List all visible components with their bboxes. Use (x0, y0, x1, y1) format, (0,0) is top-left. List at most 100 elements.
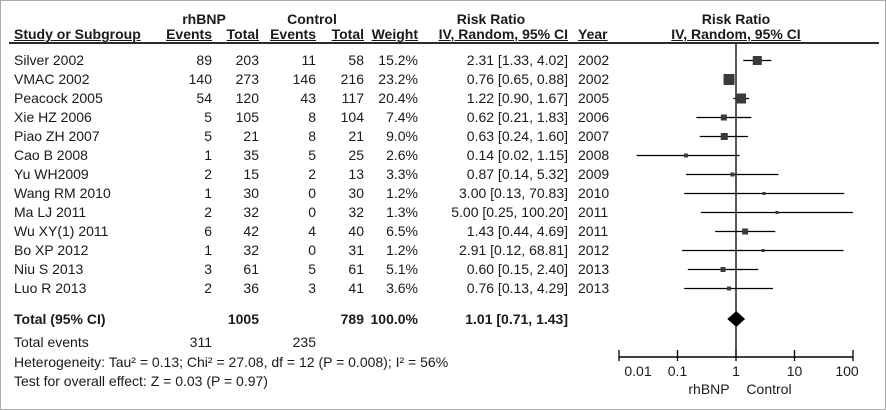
study-name: Bo XP 2012 (14, 242, 89, 258)
events-control: 8 (308, 128, 316, 144)
ci-text: 3.00 [0.13, 70.83] (459, 185, 568, 201)
year-value: 2013 (578, 280, 610, 296)
study-name: Piao ZH 2007 (14, 128, 100, 144)
year-column-header: Year (578, 26, 608, 42)
total-control: 32 (348, 204, 364, 220)
total-rhbnp: 32 (243, 242, 259, 258)
events-rhbnp-column-header: Events (166, 26, 212, 42)
study-row: Silver 2002 89 203 11 58 15.2% 2.31 [1.33, 4.0… (1, 51, 885, 70)
events-rhbnp: 5 (204, 109, 212, 125)
total-effect-diamond (727, 311, 746, 327)
axis-tick-label: 1 (732, 363, 740, 379)
year-value: 2005 (578, 90, 610, 106)
events-control: 11 (301, 52, 316, 68)
study-name: Ma LJ 2011 (14, 204, 87, 220)
events-rhbnp: 5 (204, 128, 212, 144)
weight-value: 6.5% (386, 223, 418, 239)
total-control-value: 789 (340, 311, 364, 327)
total-rhbnp-value: 1005 (227, 311, 259, 327)
total-control: 58 (348, 52, 364, 68)
events-rhbnp: 2 (204, 204, 212, 220)
study-row: Niu S 2013 3 61 5 61 5.1% 0.60 [0.15, 2.40] 201… (1, 260, 885, 279)
risk-ratio-plot-header: Risk Ratio (701, 11, 771, 27)
events-rhbnp: 1 (204, 242, 212, 258)
events-control: 5 (308, 147, 316, 163)
year-value: 2010 (578, 185, 610, 201)
year-value: 2002 (578, 71, 610, 87)
total-rhbnp-column-header: Total (226, 26, 259, 42)
weight-value: 3.3% (386, 166, 418, 182)
total-rhbnp: 30 (243, 185, 259, 201)
weight-value: 9.0% (386, 128, 418, 144)
events-control-column-header: Events (270, 26, 316, 42)
events-control: 2 (308, 166, 316, 182)
study-row: VMAC 2002 140 273 146 216 23.2% 0.76 [0.65, 0.… (1, 70, 885, 89)
total-rhbnp: 35 (243, 147, 259, 163)
weight-value: 15.2% (378, 52, 418, 68)
total-control: 13 (348, 166, 364, 182)
ci-text: 0.14 [0.02, 1.15] (466, 147, 568, 163)
ci-text: 1.22 [0.90, 1.67] (466, 90, 568, 106)
total-control: 117 (341, 90, 364, 106)
weight-value: 1.3% (386, 204, 418, 220)
axis-favours-right-label: Control (746, 381, 792, 397)
total-rhbnp: 120 (235, 90, 259, 106)
total-events-label: Total events (14, 334, 89, 350)
weight-value: 2.6% (386, 147, 418, 163)
total-control: 21 (348, 128, 364, 144)
ci-text: 0.87 [0.14, 5.32] (466, 166, 568, 182)
weight-value: 1.2% (386, 185, 418, 201)
study-name: Cao B 2008 (14, 147, 88, 163)
total-control: 104 (340, 109, 364, 125)
ci-text: 5.00 [0.25, 100.20] (451, 204, 568, 220)
ci-text: 0.62 [0.21, 1.83] (466, 109, 568, 125)
treatment-group-header: rhBNP (182, 11, 226, 27)
events-rhbnp: 6 (204, 223, 212, 239)
events-rhbnp: 54 (196, 90, 212, 106)
events-control: 5 (308, 261, 316, 277)
total-rhbnp: 21 (243, 128, 259, 144)
ci-text: 2.91 [0.12, 68.81] (459, 242, 568, 258)
ci-plot-column-header: IV, Random, 95% CI (671, 26, 801, 42)
year-value: 2007 (578, 128, 610, 144)
overall-effect-test: Test for overall effect: Z = 0.03 (P = 0… (14, 373, 268, 389)
total-control-column-header: Total (331, 26, 364, 42)
total-row-label: Total (95% CI) (14, 311, 106, 327)
total-control: 25 (348, 147, 364, 163)
ci-text: 0.76 [0.65, 0.88] (466, 71, 568, 87)
study-row: Wu XY(1) 2011 6 42 4 40 6.5% 1.43 [0.44, 4.69]… (1, 222, 885, 241)
year-value: 2002 (578, 52, 610, 68)
events-rhbnp: 140 (188, 71, 212, 87)
total-events-control: 235 (292, 334, 316, 350)
total-rhbnp: 273 (235, 71, 259, 87)
total-control: 61 (348, 261, 364, 277)
ci-text: 0.60 [0.15, 2.40] (466, 261, 568, 277)
events-control: 8 (308, 109, 316, 125)
ci-text: 0.63 [0.24, 1.60] (466, 128, 568, 144)
axis-tick-label: 100 (835, 363, 859, 379)
events-rhbnp: 89 (196, 52, 212, 68)
risk-ratio-column-header: Risk Ratio (456, 11, 526, 27)
events-control: 43 (300, 90, 316, 106)
total-rhbnp: 42 (243, 223, 259, 239)
year-value: 2006 (578, 109, 610, 125)
study-name: VMAC 2002 (14, 71, 90, 87)
study-name: Niu S 2013 (14, 261, 84, 277)
study-name: Silver 2002 (14, 52, 85, 68)
total-control: 31 (348, 242, 364, 258)
events-control: 4 (308, 223, 316, 239)
year-value: 2013 (578, 261, 610, 277)
study-name: Xie HZ 2006 (14, 109, 92, 125)
study-row: Yu WH2009 2 15 2 13 3.3% 0.87 [0.14, 5.32] 2009 (1, 165, 885, 184)
events-control: 0 (308, 242, 316, 258)
study-name: Wang RM 2010 (14, 185, 111, 201)
study-name: Peacock 2005 (14, 90, 103, 106)
study-row: Cao B 2008 1 35 5 25 2.6% 0.14 [0.02, 1.15] 200… (1, 146, 885, 165)
axis-tick-label: 0.1 (667, 363, 688, 379)
ci-text: 2.31 [1.33, 4.02] (466, 52, 568, 68)
total-control: 216 (340, 71, 364, 87)
weight-value: 1.2% (386, 242, 418, 258)
ci-text: 0.76 [0.13, 4.29] (466, 280, 568, 296)
year-value: 2011 (578, 204, 609, 220)
